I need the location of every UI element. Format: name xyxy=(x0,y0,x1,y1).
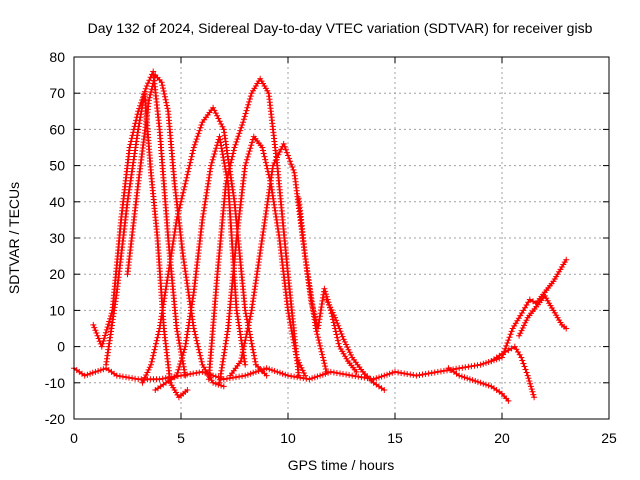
y-tick-label: 60 xyxy=(49,121,65,137)
series-markers xyxy=(499,256,570,361)
series-arc-9 xyxy=(295,195,360,375)
series-markers xyxy=(103,90,191,401)
plot-frame xyxy=(73,56,610,420)
y-tick-label: 20 xyxy=(49,266,65,282)
x-tick-label: 5 xyxy=(177,430,185,446)
series-arc-7 xyxy=(216,133,309,386)
y-tick-label: 50 xyxy=(49,158,65,174)
series-arc-6 xyxy=(205,75,302,383)
y-tick-label: 0 xyxy=(57,339,65,355)
y-axis-label: SDTVAR / TECUs xyxy=(6,182,22,294)
series-markers xyxy=(323,296,388,393)
x-tick-label: 0 xyxy=(70,430,78,446)
x-tick-label: 20 xyxy=(494,430,510,446)
y-tick-label: -10 xyxy=(45,375,65,391)
x-tick-label: 15 xyxy=(387,430,403,446)
series-arc-14 xyxy=(516,292,570,339)
series-markers xyxy=(216,133,309,386)
series-arc-12 xyxy=(488,343,538,401)
series-markers xyxy=(516,292,570,339)
series-markers xyxy=(295,195,360,375)
series-arc-13 xyxy=(499,256,570,361)
grid-lines xyxy=(74,57,609,419)
series-arc-2 xyxy=(103,90,191,401)
y-tick-label: -20 xyxy=(45,411,65,427)
series-markers xyxy=(488,343,538,401)
y-tick-label: 40 xyxy=(49,194,65,210)
series-markers xyxy=(90,68,189,379)
x-axis-label: GPS time / hours xyxy=(288,457,395,473)
series-markers xyxy=(445,365,512,404)
series-line xyxy=(447,367,510,402)
y-tick-label: 70 xyxy=(49,85,65,101)
y-tick-label: 30 xyxy=(49,230,65,246)
x-tick-label: 25 xyxy=(601,430,617,446)
chart-title: Day 132 of 2024, Sidereal Day-to-day VTE… xyxy=(88,20,593,36)
axis-ticks: -20 -10 0 10 20 30 40 50 60 70 80 0 5 10 15 20 25 xyxy=(45,49,617,446)
y-tick-label: 80 xyxy=(49,49,65,65)
data-series xyxy=(71,68,570,404)
series-arc-1 xyxy=(90,68,189,379)
series-markers xyxy=(205,75,302,383)
series-arc-11 xyxy=(445,365,512,404)
y-tick-label: 10 xyxy=(49,302,65,318)
x-tick-label: 10 xyxy=(280,430,296,446)
series-arc-10 xyxy=(323,296,388,393)
